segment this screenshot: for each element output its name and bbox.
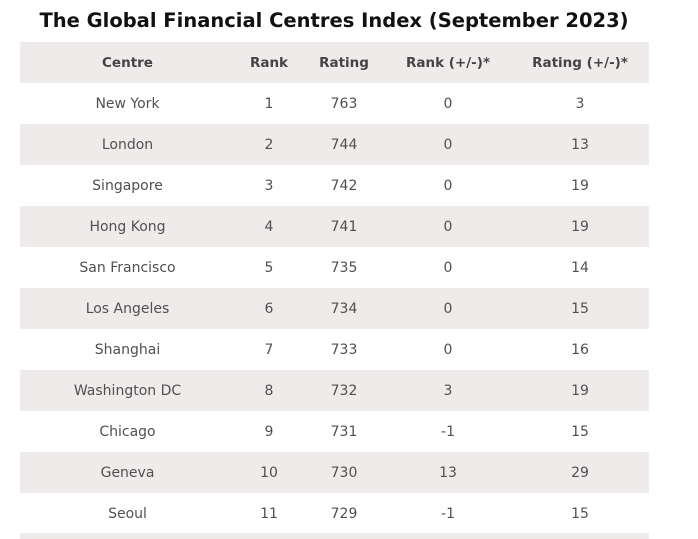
cell-rating: 741: [303, 206, 385, 247]
cell-rating-change: 19: [571, 177, 589, 194]
table-row: San Francisco 5 735 0 14: [20, 247, 649, 288]
cell-rating-change: 15: [571, 505, 589, 522]
table-body: New York 1 763 0 3 London 2 744 0 13 Singapore 3 742…: [20, 83, 649, 534]
cell-rank-change: 0: [443, 177, 453, 194]
table-row: Geneva 10 730 13 29: [20, 452, 649, 493]
cell-rank: 10: [235, 452, 303, 493]
cell-rank: 2: [235, 124, 303, 165]
column-header-centre: Centre: [20, 42, 235, 83]
cell-rank: 8: [235, 370, 303, 411]
cell-rank: 9: [264, 423, 274, 440]
cell-rating-change: 19: [511, 206, 649, 247]
cell-centre: New York: [95, 95, 160, 112]
cell-rating-change: 13: [511, 124, 649, 165]
cell-rating-change: 15: [571, 423, 589, 440]
cell-rank-change: 0: [385, 206, 511, 247]
cell-rank-change: -1: [441, 505, 455, 522]
table-row: Shanghai 7 733 0 16: [20, 329, 649, 370]
table-row: New York 1 763 0 3: [20, 83, 649, 124]
cell-rating: 744: [303, 124, 385, 165]
cell-rating-change: 14: [571, 259, 589, 276]
table-row-partial: [20, 533, 649, 539]
cell-rank: 6: [235, 288, 303, 329]
cell-rank: 1: [264, 95, 274, 112]
column-header-rank: Rank: [235, 42, 303, 83]
cell-rank-change: -1: [441, 423, 455, 440]
table-row: Seoul 11 729 -1 15: [20, 493, 649, 534]
cell-rating: 731: [330, 423, 358, 440]
table-row: Los Angeles 6 734 0 15: [20, 288, 649, 329]
cell-rank-change: 3: [385, 370, 511, 411]
table-row: Singapore 3 742 0 19: [20, 165, 649, 206]
cell-rating: 733: [330, 341, 358, 358]
cell-rating: 730: [303, 452, 385, 493]
cell-rank: 7: [264, 341, 274, 358]
table-row: Washington DC 8 732 3 19: [20, 370, 649, 411]
cell-rank: 11: [260, 505, 278, 522]
cell-rating-change: 3: [575, 95, 585, 112]
cell-rank-change: 0: [443, 259, 453, 276]
table-row: Chicago 9 731 -1 15: [20, 411, 649, 452]
cell-centre: London: [20, 124, 235, 165]
cell-centre: Hong Kong: [20, 206, 235, 247]
cell-centre: San Francisco: [79, 259, 176, 276]
cell-rating: 735: [330, 259, 358, 276]
cell-centre: Chicago: [99, 423, 156, 440]
cell-centre: Washington DC: [20, 370, 235, 411]
cell-rank: 5: [264, 259, 274, 276]
cell-rating: 742: [330, 177, 358, 194]
cell-rating-change: 29: [511, 452, 649, 493]
column-header-rating-change: Rating (+/-)*: [511, 42, 649, 83]
table-header-row: Centre Rank Rating Rank (+/-)* Rating (+…: [20, 42, 649, 83]
cell-rank: 3: [264, 177, 274, 194]
cell-centre: Shanghai: [94, 341, 161, 358]
table-title: The Global Financial Centres Index (Sept…: [39, 9, 629, 32]
cell-rating: 732: [303, 370, 385, 411]
table-row: Hong Kong 4 741 0 19: [20, 206, 649, 247]
cell-rank-change: 0: [443, 95, 453, 112]
column-header-rank-change: Rank (+/-)*: [385, 42, 511, 83]
column-header-rating: Rating: [303, 42, 385, 83]
cell-rating-change: 15: [511, 288, 649, 329]
cell-centre: Seoul: [108, 505, 147, 522]
gfci-table: Centre Rank Rating Rank (+/-)* Rating (+…: [20, 42, 649, 534]
cell-rating: 729: [330, 505, 358, 522]
cell-rating-change: 19: [511, 370, 649, 411]
cell-centre: Geneva: [20, 452, 235, 493]
cell-rank-change: 0: [385, 288, 511, 329]
cell-rating: 734: [303, 288, 385, 329]
cell-rank-change: 13: [385, 452, 511, 493]
cell-rating-change: 16: [571, 341, 589, 358]
cell-centre: Los Angeles: [20, 288, 235, 329]
cell-rating: 763: [330, 95, 358, 112]
cell-rank-change: 0: [385, 124, 511, 165]
cell-rank-change: 0: [443, 341, 453, 358]
cell-centre: Singapore: [92, 177, 163, 194]
table-row: London 2 744 0 13: [20, 124, 649, 165]
cell-rank: 4: [235, 206, 303, 247]
